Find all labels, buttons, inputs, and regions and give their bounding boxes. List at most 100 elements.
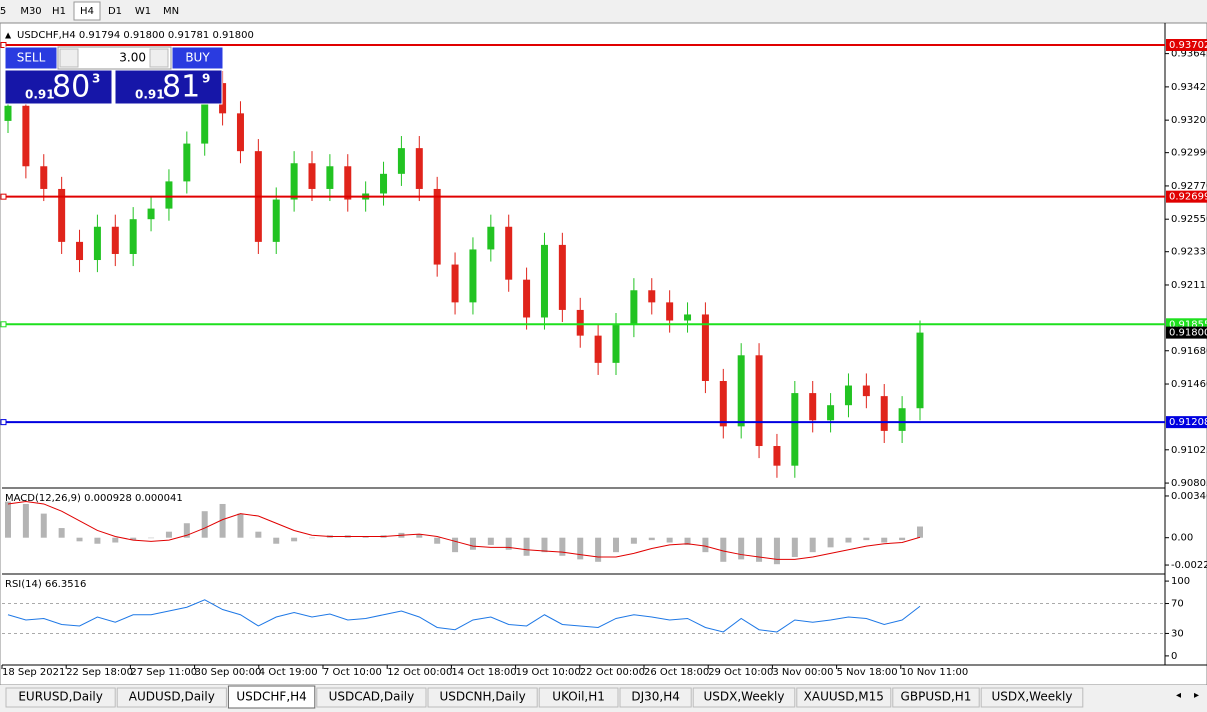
- quote-bg[interactable]: [114, 69, 223, 105]
- timeframe-button[interactable]: M30: [20, 6, 41, 17]
- tab-label[interactable]: DJ30,H4: [631, 690, 680, 704]
- macd-bar: [112, 537, 119, 543]
- tab[interactable]: [5, 687, 116, 708]
- macd-bar: [273, 537, 280, 544]
- y-tick-label: -0.002269: [1171, 560, 1207, 571]
- tab[interactable]: [892, 687, 980, 708]
- quote-prefix: 0.91: [25, 88, 55, 102]
- y-tick-label: 70: [1171, 599, 1184, 610]
- time-label: 18 Sep 2021: [2, 667, 65, 678]
- candle-body: [880, 396, 888, 431]
- candle-body: [290, 163, 298, 200]
- y-tick-label: 100: [1171, 576, 1190, 587]
- timeframe-button[interactable]: W1: [135, 6, 151, 17]
- candle-body: [648, 290, 656, 303]
- macd-bar: [702, 537, 709, 553]
- tab-label[interactable]: USDX,Weekly: [704, 690, 785, 704]
- quote-point: 3: [92, 72, 100, 86]
- macd-bar: [40, 513, 47, 538]
- macd-bar: [22, 503, 29, 538]
- candle-body: [576, 309, 584, 336]
- macd-bar: [434, 537, 441, 544]
- tab-scroll-right[interactable]: ▸: [1194, 690, 1199, 701]
- tab-label[interactable]: USDCHF,H4: [236, 690, 306, 704]
- y-tick-label: 0.93645: [1171, 49, 1207, 60]
- timeframe-button[interactable]: MN: [163, 6, 179, 17]
- macd-bar: [559, 537, 566, 556]
- volume[interactable]: 3.00: [119, 51, 146, 65]
- macd-bar: [899, 537, 906, 541]
- time-label: 19 Oct 10:00: [516, 667, 581, 678]
- macd-bar: [219, 503, 226, 538]
- macd-bar: [94, 537, 101, 544]
- buy-button[interactable]: BUY: [185, 51, 210, 65]
- time-label: 27 Sep 11:00: [130, 667, 197, 678]
- candle-body: [594, 335, 602, 363]
- macd-bar: [165, 531, 172, 538]
- timeframe-button[interactable]: H1: [52, 6, 66, 17]
- y-tick-label: 30: [1171, 628, 1184, 639]
- tab-label[interactable]: GBPUSD,H1: [901, 690, 972, 704]
- timeframe-button[interactable]: H4: [80, 6, 94, 17]
- time-label: 10 Nov 11:00: [901, 667, 968, 678]
- buy-button-bg[interactable]: [171, 46, 224, 70]
- volume-box[interactable]: [57, 46, 172, 70]
- candle-body: [326, 166, 334, 189]
- time-label: 3 Nov 00:00: [772, 667, 833, 678]
- indicator-title: MACD(12,26,9) 0.000928 0.000041: [5, 493, 183, 504]
- spin-down[interactable]: [59, 48, 79, 68]
- tab-label[interactable]: USDCAD,Daily: [329, 690, 415, 704]
- macd-bar: [58, 528, 65, 538]
- quote-bg[interactable]: [4, 69, 113, 105]
- tab[interactable]: [692, 687, 796, 708]
- candle-body: [415, 148, 423, 189]
- macd-bar: [827, 537, 834, 548]
- level-label: 0.92699: [1169, 192, 1207, 203]
- time-label: 4 Oct 19:00: [259, 667, 318, 678]
- candle-body: [809, 393, 817, 421]
- tab[interactable]: [980, 687, 1084, 708]
- sell-button-bg[interactable]: [4, 46, 58, 70]
- spin-up[interactable]: [149, 48, 169, 68]
- timeframe-button[interactable]: D1: [108, 6, 122, 17]
- tab-label[interactable]: USDX,Weekly: [992, 690, 1073, 704]
- macd-bar: [630, 537, 637, 544]
- sell-button[interactable]: SELL: [17, 51, 46, 65]
- macd-bar: [416, 534, 423, 538]
- macd-bar: [148, 537, 155, 539]
- candle-body: [22, 105, 30, 167]
- candle-body: [236, 113, 244, 152]
- tab-label[interactable]: EURUSD,Daily: [18, 690, 103, 704]
- quote-big: 81: [162, 70, 200, 105]
- level-label: 0.91208: [1169, 417, 1207, 428]
- tab-label[interactable]: UKOil,H1: [552, 690, 605, 704]
- tab-scroll-left[interactable]: ◂: [1176, 690, 1181, 701]
- macd-bar: [201, 511, 208, 538]
- y-tick-label: 0.92115: [1171, 280, 1207, 291]
- tab-active[interactable]: [227, 685, 316, 709]
- candle-body: [487, 226, 495, 250]
- macd-bar: [595, 537, 602, 562]
- candle-body: [523, 279, 531, 318]
- tab[interactable]: [116, 687, 227, 708]
- macd-bar: [577, 537, 584, 560]
- timeframe-button[interactable]: 5: [0, 6, 6, 17]
- macd-bar: [505, 537, 512, 550]
- tab-label[interactable]: USDCNH,Daily: [439, 690, 525, 704]
- tab[interactable]: [796, 687, 892, 708]
- y-tick-label: 0.00: [1171, 533, 1193, 544]
- tab-label[interactable]: AUDUSD,Daily: [129, 690, 215, 704]
- candle-body: [40, 166, 48, 189]
- macd-bar: [863, 537, 870, 541]
- tab[interactable]: [316, 687, 427, 708]
- tab[interactable]: [427, 687, 538, 708]
- time-label: 7 Oct 10:00: [323, 667, 382, 678]
- candle-body: [701, 314, 709, 381]
- time-label: 30 Sep 00:00: [195, 667, 262, 678]
- tab-label[interactable]: XAUUSD,M15: [804, 690, 884, 704]
- tab[interactable]: [619, 687, 692, 708]
- macd-bar: [720, 537, 727, 562]
- tab[interactable]: [538, 687, 619, 708]
